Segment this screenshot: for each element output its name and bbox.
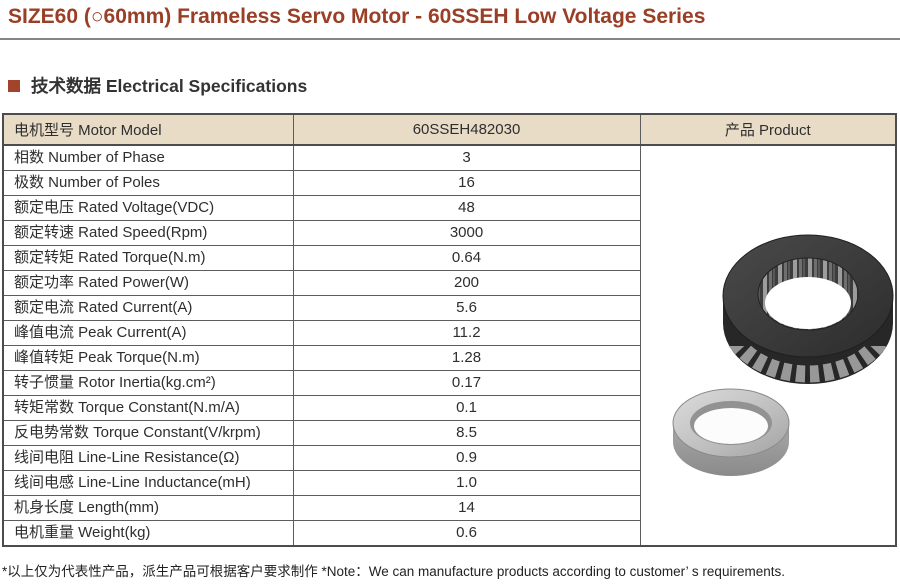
spec-label: 转矩常数 Torque Constant(N.m/A): [2, 395, 294, 421]
spec-label: 额定电压 Rated Voltage(VDC): [2, 195, 294, 221]
footnote: *以上仅为代表性产品，派生产品可根据客户要求制作 *Note：We can ma…: [2, 564, 785, 579]
spec-value: 1.0: [292, 470, 641, 496]
spec-value: 5.6: [292, 295, 641, 321]
spec-label: 相数 Number of Phase: [2, 144, 294, 171]
spec-label: 额定功率 Rated Power(W): [2, 270, 294, 296]
spec-value: 16: [292, 170, 641, 196]
spec-label: 额定转速 Rated Speed(Rpm): [2, 220, 294, 246]
spec-value: 200: [292, 270, 641, 296]
spec-table: 电机型号 Motor Model 60SSEH482030 产品 Product…: [2, 113, 897, 547]
spec-table-body: 相数 Number of Phase 3: [2, 144, 897, 547]
spec-label: 机身长度 Length(mm): [2, 495, 294, 521]
spec-label: 额定转矩 Rated Torque(N.m): [2, 245, 294, 271]
title-divider: [0, 38, 900, 40]
spec-value: 0.9: [292, 445, 641, 471]
product-photo-cell: [639, 144, 897, 547]
spec-label: 转子惯量 Rotor Inertia(kg.cm²): [2, 370, 294, 396]
spec-value: 0.64: [292, 245, 641, 271]
table-row: 转矩常数 Torque Constant(N.m/A) 0.1: [2, 395, 896, 421]
table-row: 相数 Number of Phase 3: [2, 144, 897, 547]
spec-label: 线间电感 Line-Line Inductance(mH): [2, 470, 294, 496]
spec-label: 极数 Number of Poles: [2, 170, 294, 196]
table-row: 额定转矩 Rated Torque(N.m) 0.64: [2, 245, 896, 271]
spec-value: 0.1: [292, 395, 641, 421]
spec-value: 3: [292, 144, 641, 171]
header-model-number: 60SSEH482030: [292, 113, 641, 146]
header-product: 产品 Product: [639, 113, 897, 146]
spec-label: 峰值电流 Peak Current(A): [2, 320, 294, 346]
spec-label: 峰值转矩 Peak Torque(N.m): [2, 345, 294, 371]
spec-value: 0.17: [292, 370, 641, 396]
table-row: 线间电感 Line-Line Inductance(mH) 1.0: [2, 470, 896, 496]
spec-value: 1.28: [292, 345, 641, 371]
table-row: 电机重量 Weight(kg) 0.6: [2, 520, 896, 547]
spec-table-header-row: 电机型号 Motor Model 60SSEH482030 产品 Product: [2, 113, 897, 146]
spec-value: 14: [292, 495, 641, 521]
table-row: 额定功率 Rated Power(W) 200: [2, 270, 896, 296]
spec-value: 48: [292, 195, 641, 221]
spec-value: 11.2: [292, 320, 641, 346]
stator-ring-black-photo: [722, 234, 893, 384]
page-title: SIZE60 (○60mm) Frameless Servo Motor - 6…: [8, 5, 706, 28]
spec-value: 0.6: [292, 520, 641, 547]
spec-label: 额定电流 Rated Current(A): [2, 295, 294, 321]
section-bullet-icon: [8, 79, 20, 92]
header-motor-model: 电机型号 Motor Model: [2, 113, 294, 146]
table-row: 反电势常数 Torque Constant(V/krpm) 8.5: [2, 420, 896, 446]
spec-value: 3000: [292, 220, 641, 246]
table-row: 转子惯量 Rotor Inertia(kg.cm²) 0.17: [2, 370, 896, 396]
section-heading-label: 技术数据 Electrical Specifications: [31, 76, 308, 96]
section-heading: 技术数据 Electrical Specifications: [8, 73, 900, 98]
table-row: 机身长度 Length(mm) 14: [2, 495, 896, 521]
table-row: 线间电阻 Line-Line Resistance(Ω) 0.9: [2, 445, 896, 471]
spec-label: 反电势常数 Torque Constant(V/krpm): [2, 420, 294, 446]
product-photo: [672, 234, 893, 476]
spec-value: 8.5: [292, 420, 641, 446]
rotor-ring-silver-photo: [672, 388, 789, 476]
table-row: 极数 Number of Poles 16: [2, 170, 896, 196]
table-row: 额定电流 Rated Current(A) 5.6: [2, 295, 896, 321]
table-row: 峰值电流 Peak Current(A) 11.2: [2, 320, 896, 346]
spec-label: 线间电阻 Line-Line Resistance(Ω): [2, 445, 294, 471]
spec-label: 电机重量 Weight(kg): [2, 520, 294, 547]
table-row: 额定电压 Rated Voltage(VDC) 48: [2, 195, 896, 221]
